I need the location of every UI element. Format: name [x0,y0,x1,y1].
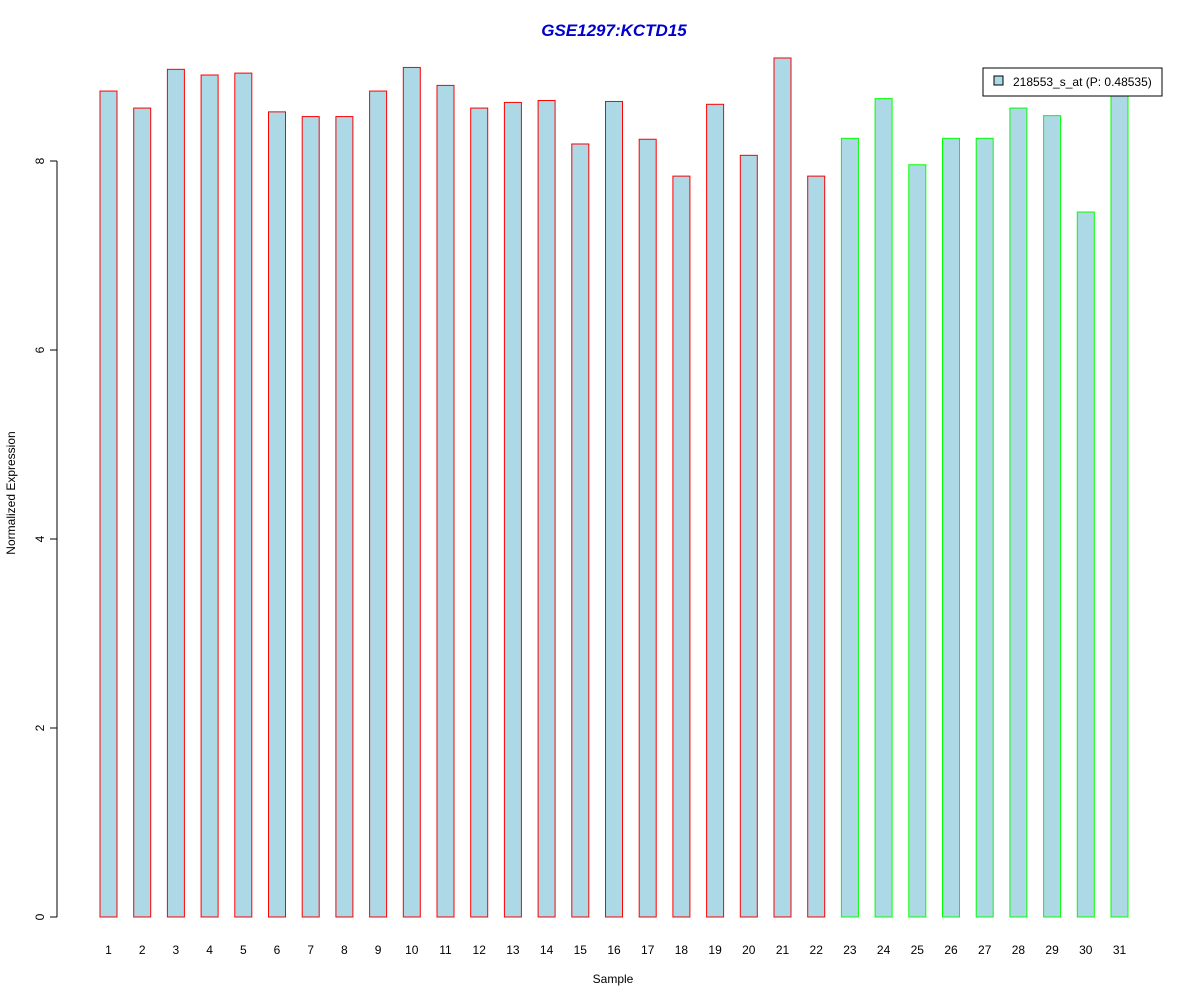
x-tick-label: 30 [1079,943,1093,957]
x-tick-label: 27 [978,943,992,957]
bar [1043,115,1062,918]
x-tick-label: 29 [1045,943,1059,957]
x-tick-label: 9 [375,943,382,957]
x-tick-label: 2 [139,943,146,957]
x-tick-label: 26 [944,943,958,957]
x-tick-label: 5 [240,943,247,957]
y-tick-label: 8 [33,157,47,164]
bar [1076,211,1095,918]
bar [301,116,320,918]
bar [133,107,152,918]
y-axis: 0 2 4 6 8 [33,157,58,920]
bar [605,100,623,918]
x-tick-label: 14 [540,943,554,957]
legend-box [982,67,1163,97]
bar [571,143,590,918]
bar [908,164,927,918]
bar [503,101,522,918]
x-tick-label: 24 [877,943,891,957]
x-tick-label: 4 [206,943,213,957]
x-tick-label: 6 [274,943,281,957]
legend: 218553_s_at (P: 0.48535) [982,67,1163,97]
x-tick-label: 10 [405,943,419,957]
bar [672,175,691,918]
x-tick-label: 23 [843,943,857,957]
x-tick-label: 20 [742,943,756,957]
x-tick-label: 19 [708,943,722,957]
bars-group [99,57,1129,918]
bar [268,111,286,918]
x-tick-label: 8 [341,943,348,957]
bar [99,90,118,918]
x-tick-label: 15 [574,943,588,957]
bar [369,90,388,918]
x-tick-label: 12 [473,943,487,957]
bar [436,84,455,918]
x-tick-label: 1 [105,943,112,957]
bar [739,154,758,918]
bar [706,103,725,918]
y-axis-title: Normalized Expression [4,431,18,554]
bar [874,98,893,918]
x-tick-labels: 1 2 3 4 5 6 7 8 9 10 11 12 13 14 15 16 17 18 19 20 21 22 23 24 2… [105,943,1126,957]
bar [402,66,421,918]
legend-swatch [993,75,1004,86]
legend-label: 218553_s_at (P: 0.48535) [1013,75,1152,89]
chart-title: GSE1297:KCTD15 [541,21,687,40]
x-tick-label: 18 [675,943,689,957]
x-tick-label: 3 [173,943,180,957]
bar [335,116,354,918]
bar [975,137,994,918]
x-tick-label: 17 [641,943,655,957]
bar [470,107,489,918]
y-tick-label: 6 [33,346,47,353]
y-tick-label: 0 [33,913,47,920]
x-tick-label: 11 [439,943,452,957]
bar [200,74,219,918]
y-tick-label: 2 [33,724,47,731]
x-tick-label: 16 [607,943,621,957]
x-tick-label: 21 [776,943,790,957]
bar [840,137,859,918]
x-axis-title: Sample [593,972,634,986]
x-tick-label: 28 [1012,943,1026,957]
x-tick-label: 31 [1113,943,1127,957]
x-tick-label: 22 [810,943,824,957]
x-tick-label: 13 [506,943,520,957]
x-tick-label: 7 [307,943,314,957]
bar [773,57,792,918]
bar [234,72,253,918]
y-tick-label: 4 [33,535,47,542]
bar [1110,94,1129,918]
bar [166,68,185,918]
bar [807,175,826,918]
bar [537,100,556,918]
bar [1009,107,1028,918]
x-tick-label: 25 [911,943,925,957]
bar [638,138,657,918]
bar [942,137,960,918]
